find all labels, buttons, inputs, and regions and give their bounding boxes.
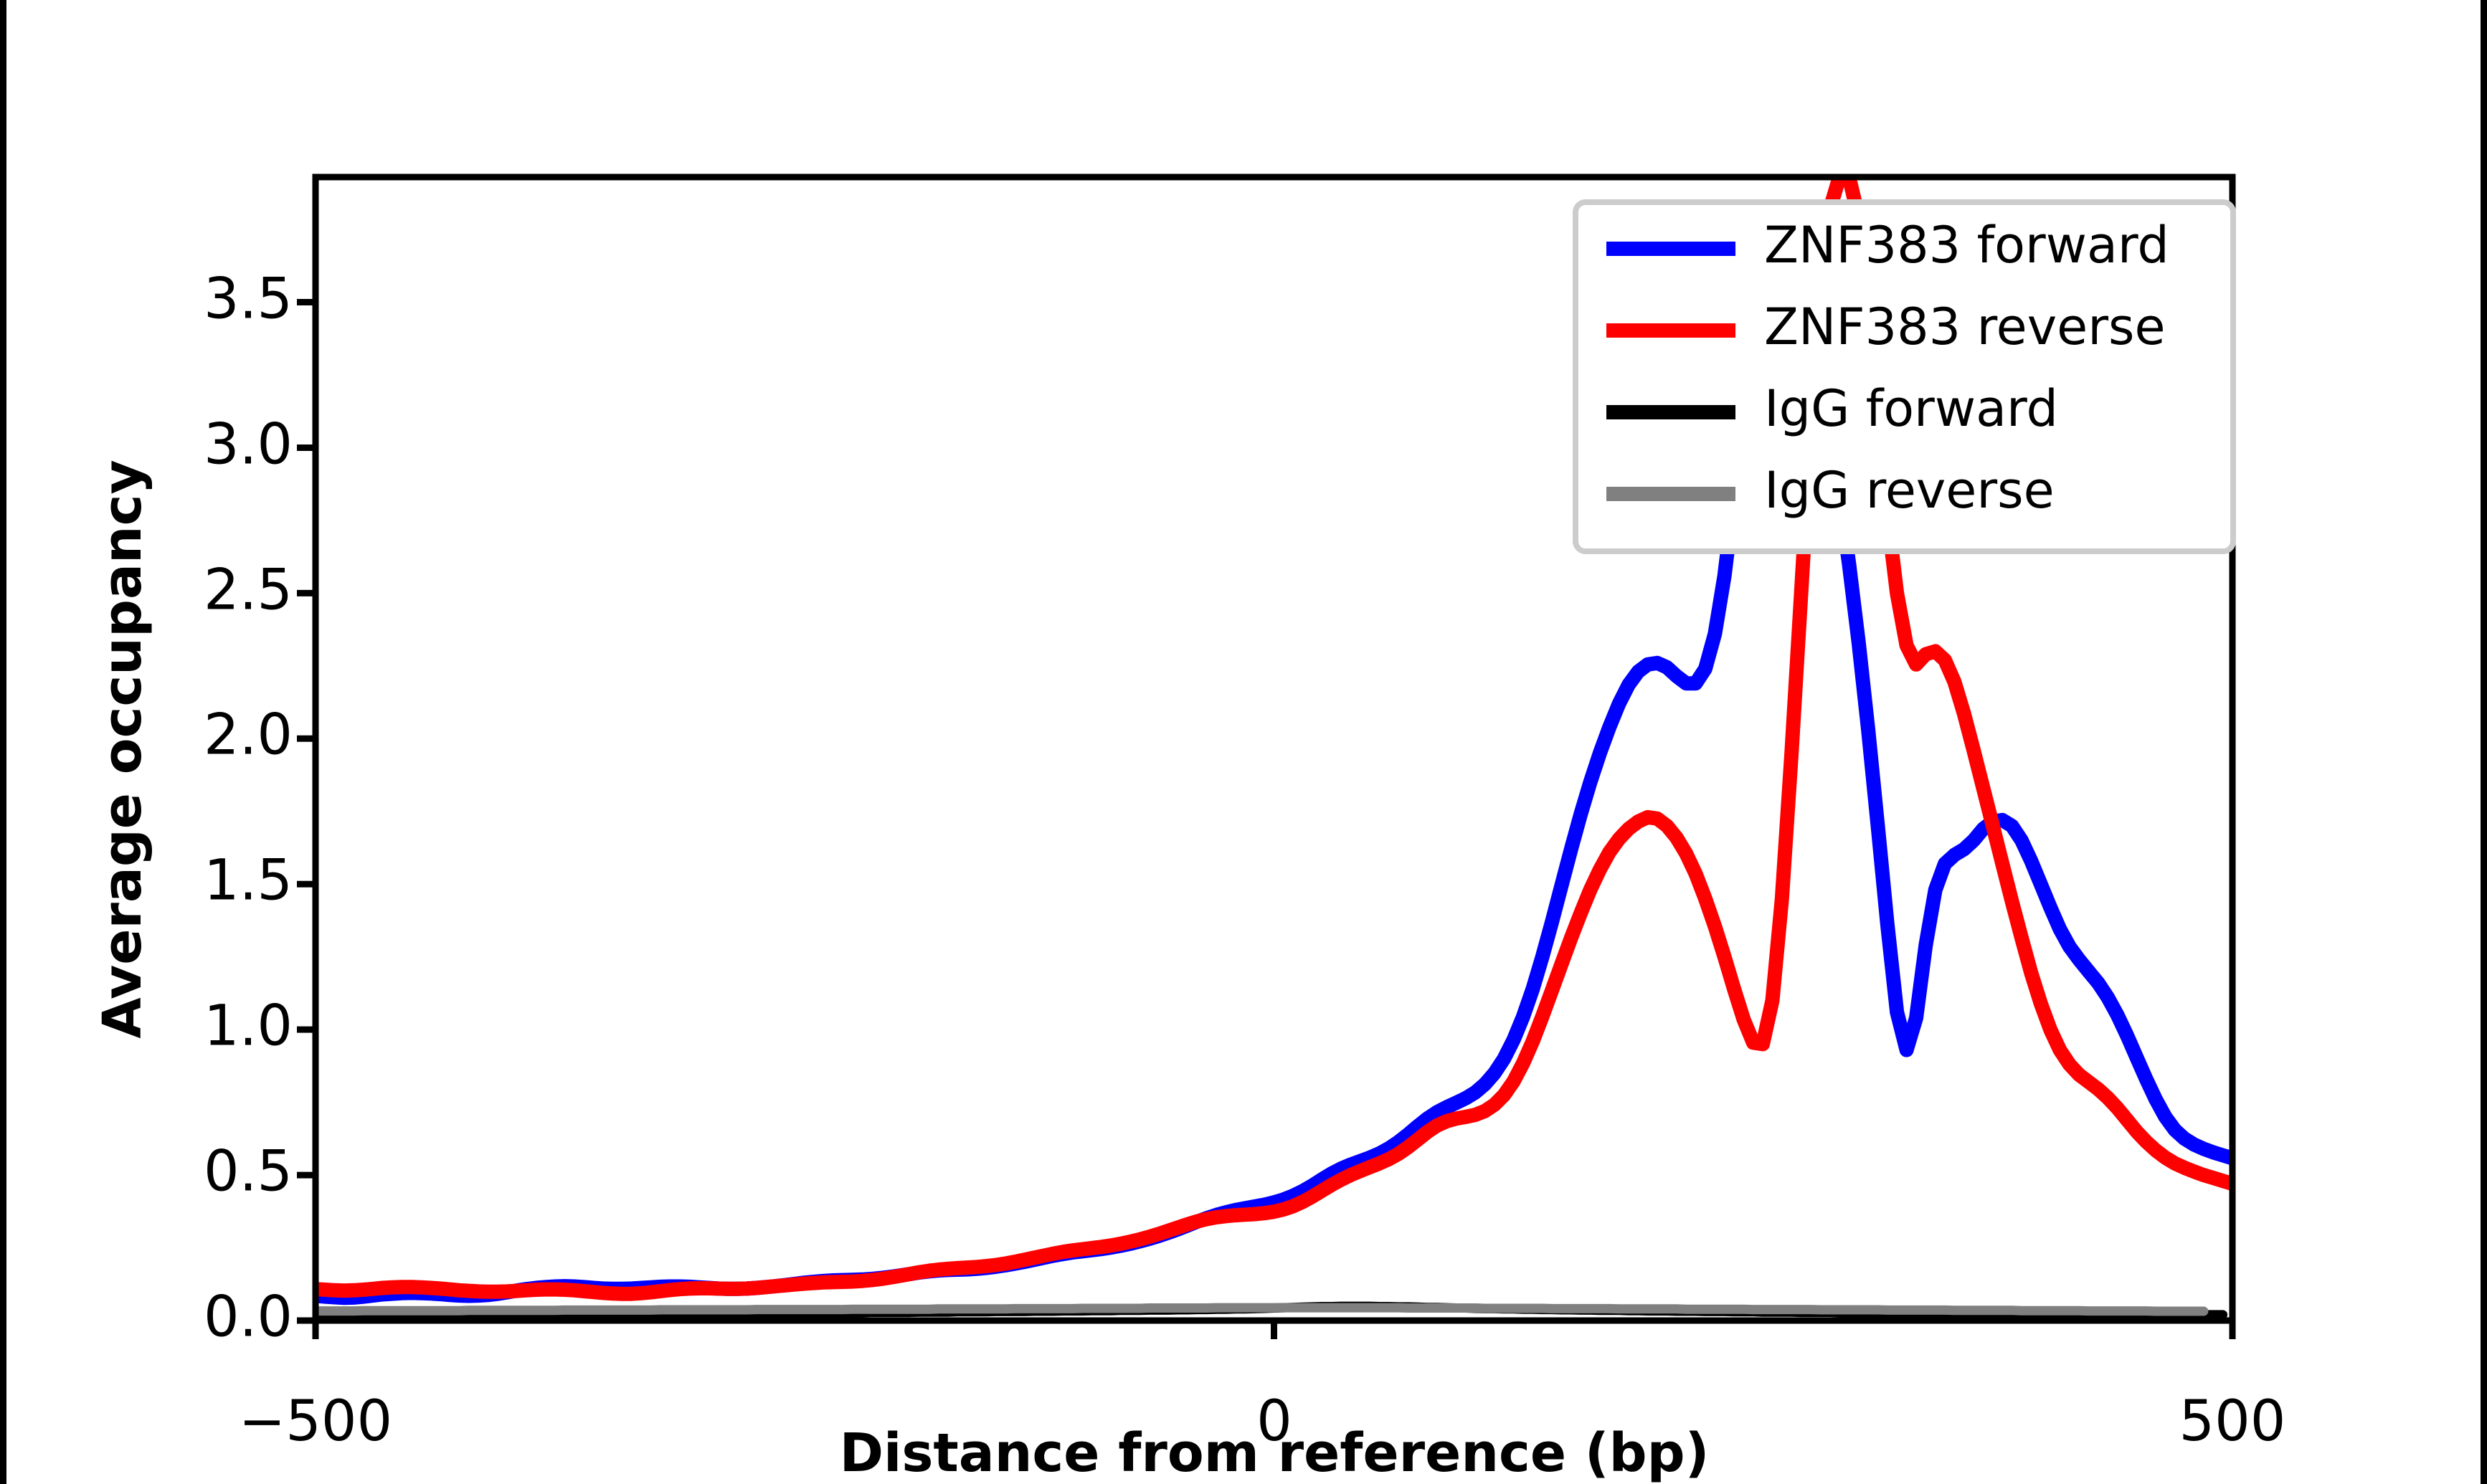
y-tick-label-6: 3.0: [204, 412, 293, 477]
legend-box: [1573, 199, 2236, 554]
left-edge-bar: [0, 0, 6, 1484]
legend: ZNF383 forward ZNF383 reverse IgG forwar…: [1573, 199, 2236, 554]
legend-label-igg-reverse: IgG reverse: [1764, 461, 2055, 520]
y-tick-label-7: 3.5: [204, 267, 293, 331]
right-edge-bar: [2481, 0, 2487, 1484]
series-line-znf383-reverse: [316, 177, 2232, 1301]
legend-label-znf383-reverse: ZNF383 reverse: [1764, 298, 2166, 356]
x-axis-label: Distance from reference (bp): [840, 1422, 1710, 1484]
y-tick-label-4: 2.0: [204, 703, 293, 767]
y-tick-label-1: 0.5: [204, 1139, 293, 1204]
y-tick-label-0: 0.0: [204, 1285, 293, 1349]
x-tick-label-2: 500: [2179, 1389, 2286, 1454]
x-tick-marks: [312, 1321, 2236, 1339]
y-tick-label-3: 1.5: [204, 848, 293, 913]
y-tick-label-2: 1.0: [204, 994, 293, 1058]
x-tick-label-1: 0: [1256, 1389, 1292, 1454]
y-tick-label-5: 2.5: [204, 558, 293, 622]
x-tick-label-0: −500: [239, 1389, 392, 1454]
series-line-igg-reverse: [316, 1303, 2209, 1316]
series-group: [316, 177, 2232, 1320]
y-axis-label: Average occupancy: [92, 460, 153, 1038]
legend-label-znf383-forward: ZNF383 forward: [1764, 216, 2169, 275]
legend-label-igg-forward: IgG forward: [1764, 379, 2058, 438]
